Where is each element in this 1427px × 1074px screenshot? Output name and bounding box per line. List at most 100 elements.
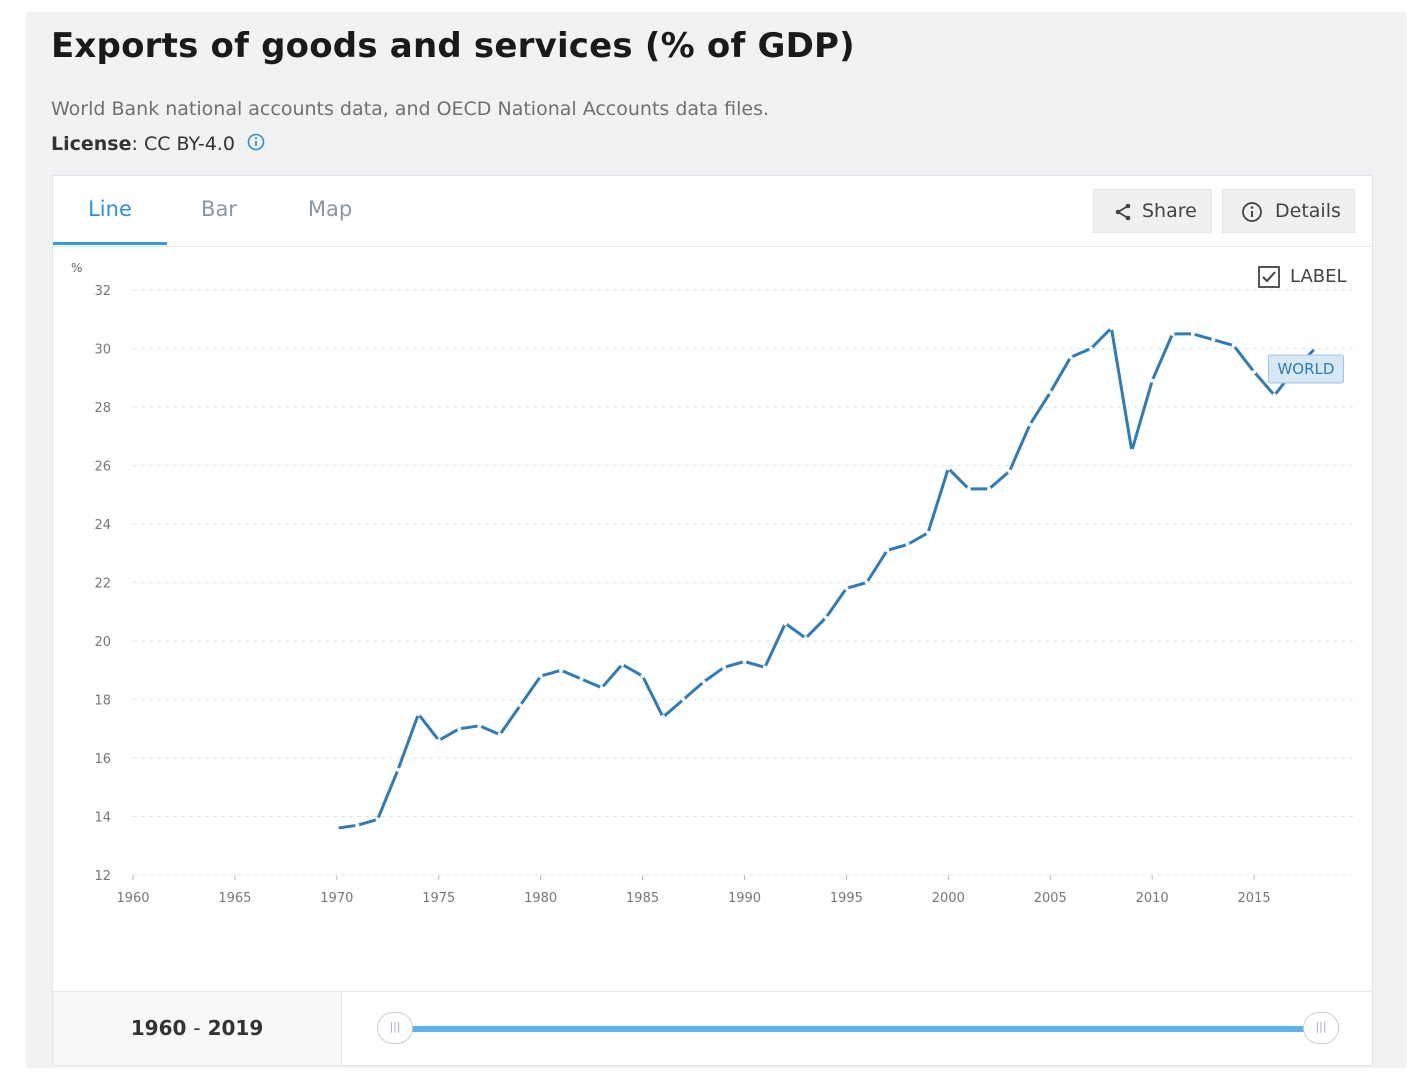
data-point	[1252, 369, 1257, 374]
data-point	[1211, 337, 1216, 342]
share-button[interactable]: Share	[1093, 189, 1212, 233]
series-line	[336, 326, 1317, 830]
data-point	[660, 715, 665, 720]
range-slider-end-handle[interactable]: |||	[1303, 1012, 1339, 1044]
share-icon	[1115, 203, 1131, 221]
data-point	[640, 674, 645, 679]
view-tabs: Line Bar Map Share Details	[53, 176, 1372, 247]
info-icon[interactable]	[247, 133, 265, 156]
line-chart: 12 14 16 18 20 22 24 26 28 30 32% 1960 1965 1970 1975 1…	[71, 261, 1356, 906]
data-point	[1129, 448, 1134, 453]
data-point	[1007, 469, 1012, 474]
license-line: License: CC BY-4.0	[51, 133, 265, 156]
data-point	[701, 679, 706, 684]
details-button[interactable]: Details	[1222, 189, 1355, 233]
data-point	[497, 732, 502, 737]
data-point	[946, 466, 951, 471]
checkbox-checked-icon[interactable]	[1258, 266, 1280, 288]
label-toggle[interactable]: LABEL	[1258, 266, 1347, 292]
tab-map[interactable]: Map	[307, 197, 353, 221]
data-point	[1109, 326, 1114, 331]
page: Exports of goods and services (% of GDP)…	[26, 12, 1407, 1068]
x-tick-label: 2010	[1136, 891, 1169, 906]
y-tick-label: 28	[94, 401, 111, 416]
y-tick-label: 16	[94, 752, 111, 767]
series-label-box	[1267, 354, 1344, 384]
data-point	[1231, 343, 1236, 348]
data-point	[1068, 355, 1073, 360]
share-label: Share	[1142, 200, 1197, 222]
range-footer: 1960 - 2019 ||| |||	[53, 991, 1372, 1065]
x-tick-label: 1970	[320, 891, 353, 906]
range-slider-start-handle[interactable]: |||	[377, 1012, 413, 1044]
data-point	[1313, 346, 1318, 351]
data-point	[436, 738, 441, 743]
x-tick-label: 1985	[626, 891, 659, 906]
data-point	[355, 823, 360, 828]
data-point	[477, 723, 482, 728]
range-slider-track[interactable]	[401, 1026, 1311, 1032]
data-point	[620, 662, 625, 667]
series-label: WORLD	[1277, 360, 1334, 378]
x-tick-label: 1990	[728, 891, 761, 906]
y-tick-label: 14	[94, 811, 111, 826]
x-tick-label: 1965	[218, 891, 251, 906]
data-point	[844, 586, 849, 591]
data-point	[518, 703, 523, 708]
info-circle-icon	[1242, 202, 1262, 222]
label-toggle-text: LABEL	[1290, 266, 1347, 287]
y-tick-label: 30	[94, 343, 111, 358]
data-point	[1272, 393, 1277, 398]
y-tick-label: 32	[94, 284, 111, 299]
data-point	[375, 817, 380, 822]
y-tick-label: 24	[94, 518, 111, 533]
y-tick-label: 26	[94, 460, 111, 475]
data-point	[1190, 331, 1195, 336]
x-tick-label: 1960	[116, 891, 149, 906]
tab-line[interactable]: Line	[53, 176, 167, 245]
chart-card: Line Bar Map Share Details LABEL 12 14 16 1…	[52, 175, 1373, 1066]
details-label: Details	[1275, 200, 1341, 222]
data-point	[1048, 390, 1053, 395]
data-point	[987, 486, 992, 491]
range-end: 2019	[207, 1016, 264, 1040]
data-point	[395, 767, 400, 772]
x-tick-label: 1975	[422, 891, 455, 906]
data-point	[722, 665, 727, 670]
data-point	[742, 659, 747, 664]
data-point	[1170, 331, 1175, 336]
y-tick-label: 20	[94, 635, 111, 650]
x-tick-label: 2000	[932, 891, 965, 906]
range-start: 1960	[130, 1016, 187, 1040]
y-tick-label: 12	[94, 869, 111, 884]
data-point	[416, 712, 421, 717]
data-point	[538, 674, 543, 679]
data-point	[803, 636, 808, 641]
page-title: Exports of goods and services (% of GDP)	[51, 26, 855, 66]
data-point	[334, 826, 339, 831]
y-tick-label: 18	[94, 694, 111, 709]
data-point	[559, 668, 564, 673]
data-point	[762, 665, 767, 670]
license-label: License	[51, 133, 132, 155]
data-point	[783, 621, 788, 626]
tab-bar[interactable]: Bar	[201, 197, 237, 221]
range-separator: -	[193, 1016, 201, 1040]
data-point	[599, 685, 604, 690]
license-value: : CC BY-4.0	[131, 133, 235, 155]
data-point	[925, 530, 930, 535]
data-point	[1150, 378, 1155, 383]
data-point	[864, 580, 869, 585]
data-point	[824, 615, 829, 620]
data-point	[905, 542, 910, 547]
year-range-label: 1960 - 2019	[53, 992, 342, 1065]
x-tick-label: 2005	[1034, 891, 1067, 906]
data-point	[681, 697, 686, 702]
x-tick-label: 1980	[524, 891, 557, 906]
x-tick-label: 2015	[1238, 891, 1271, 906]
data-point	[1027, 422, 1032, 427]
x-tick-label: 1995	[830, 891, 863, 906]
data-point	[579, 677, 584, 682]
data-point	[966, 486, 971, 491]
data-point	[457, 726, 462, 731]
